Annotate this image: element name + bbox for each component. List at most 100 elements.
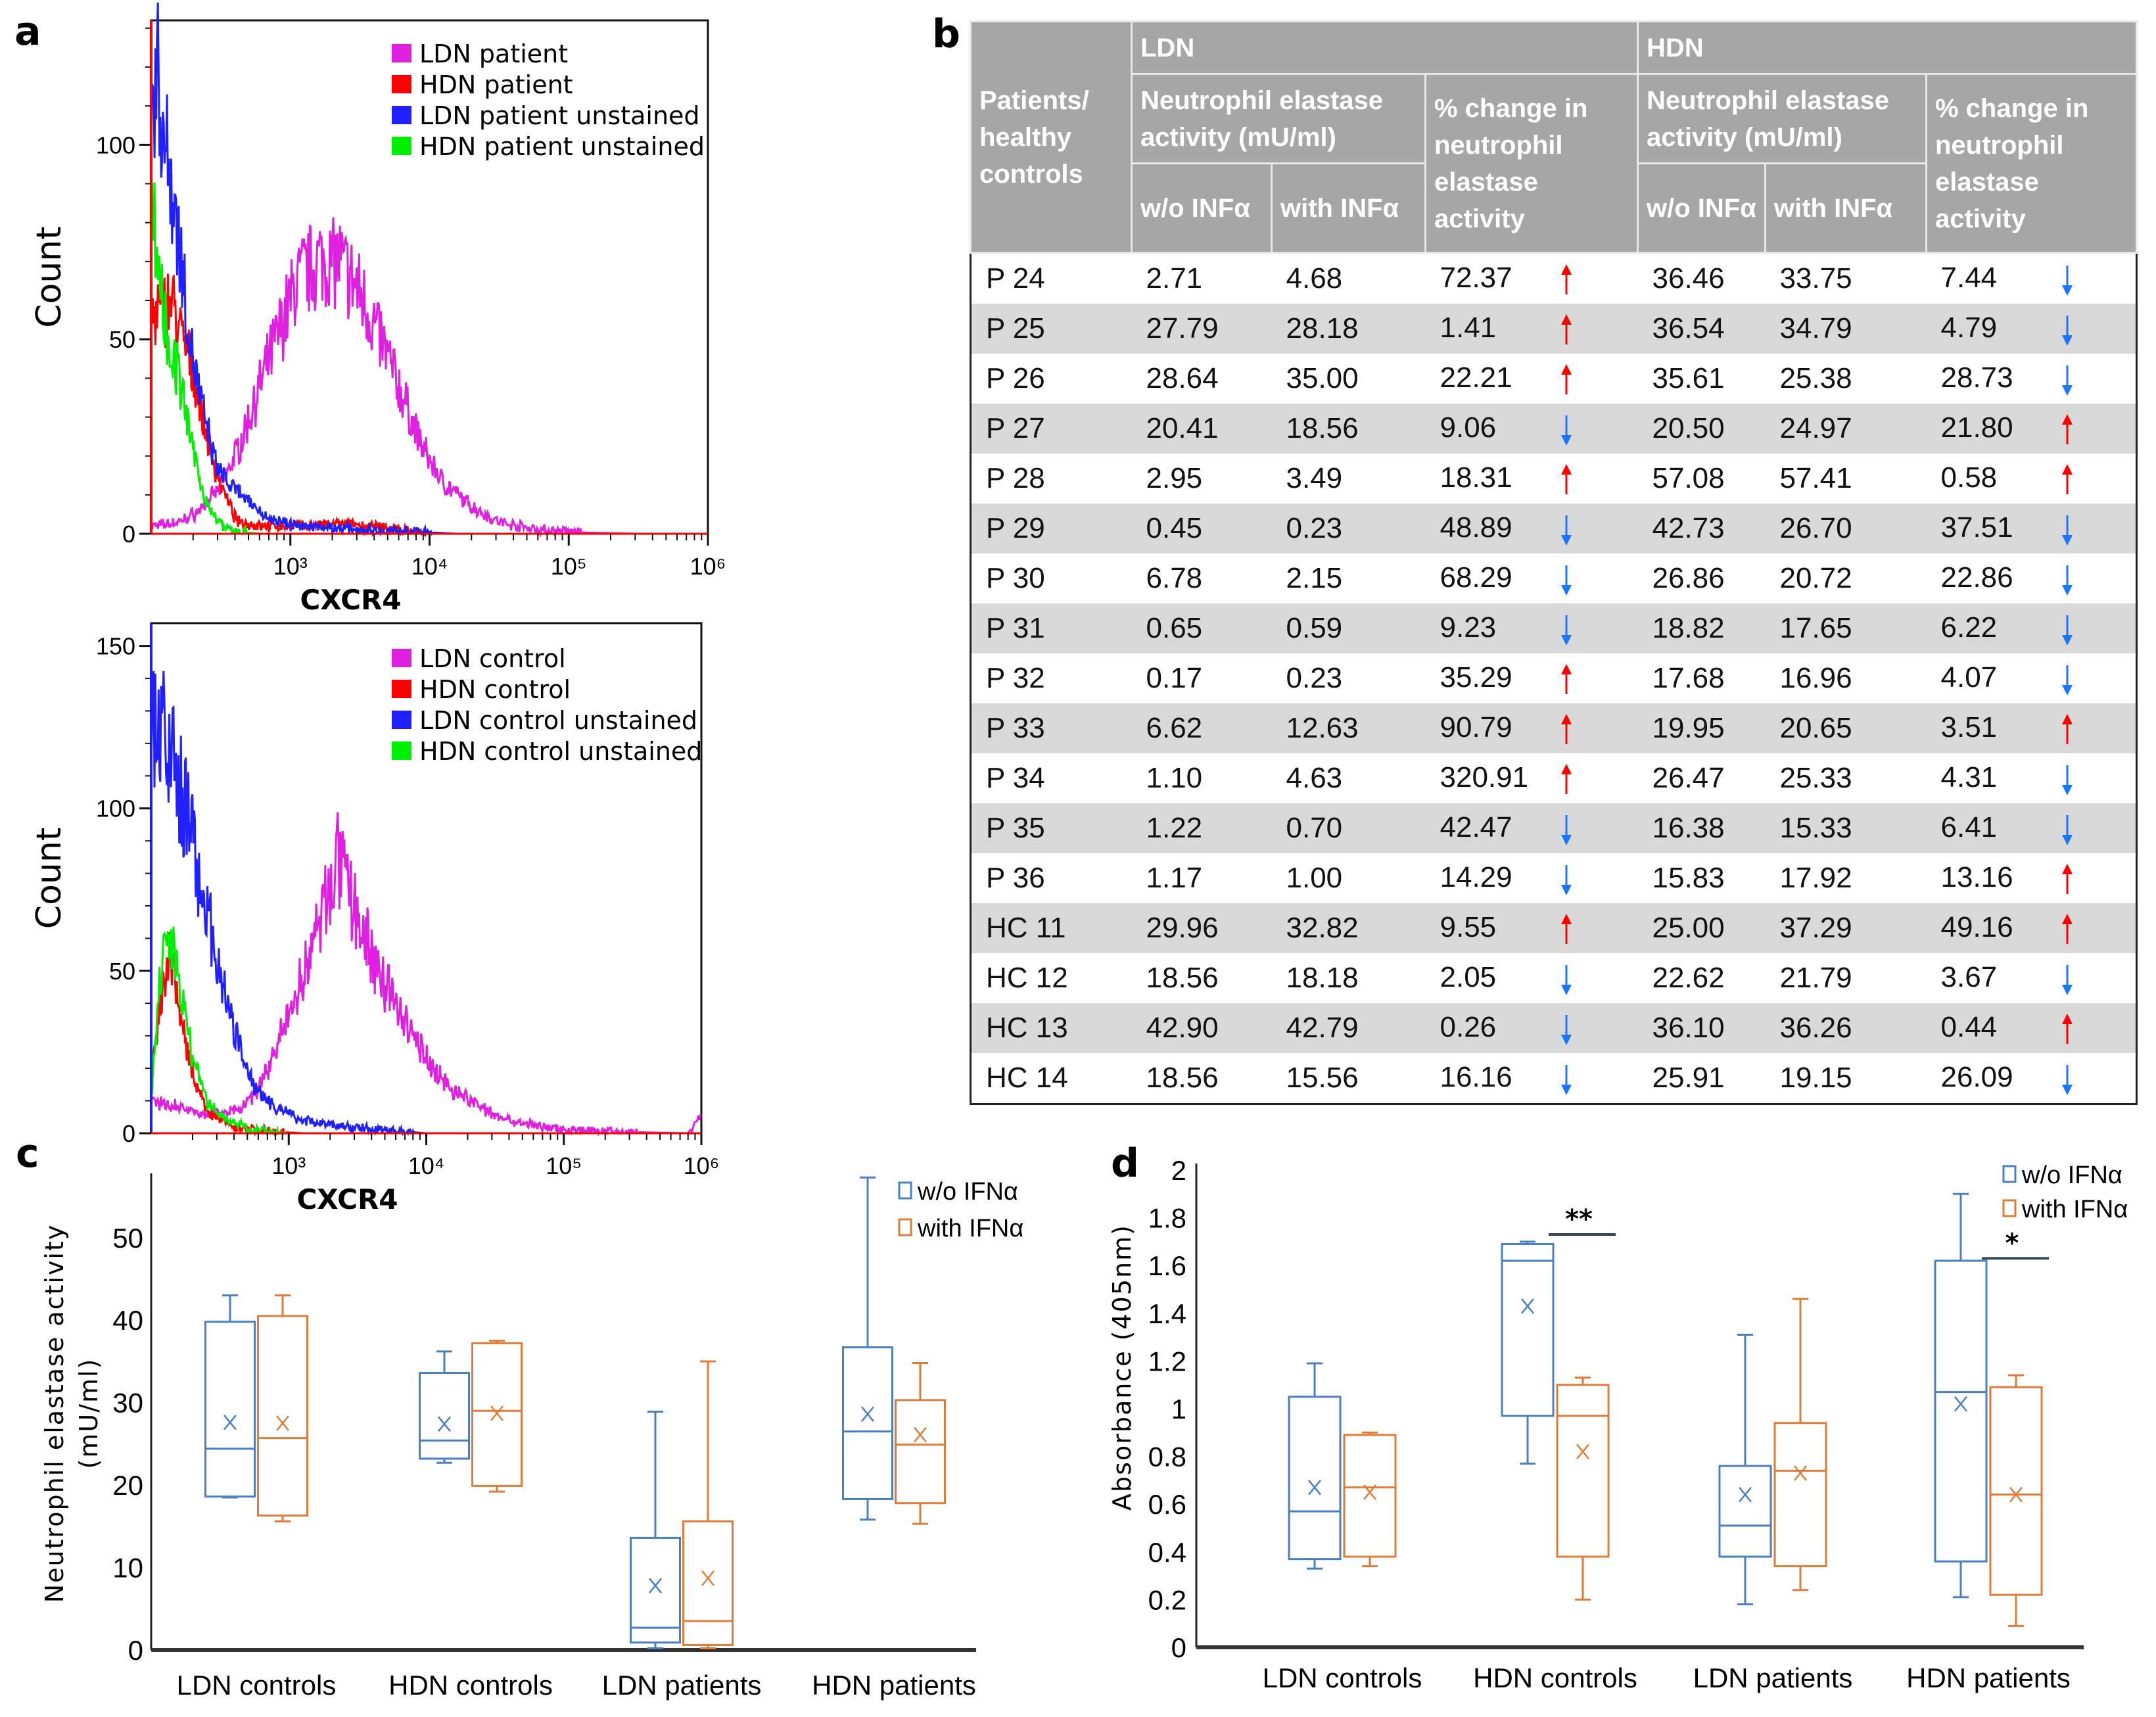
ldn-with-value: 0.23: [1286, 662, 1343, 694]
cell-hdn-with: 17.65: [1765, 603, 1927, 653]
y-tick-label: 0.8: [1148, 1442, 1186, 1472]
y-tick-label: 100: [96, 795, 135, 822]
ldn-pct-change-value: 35.29: [1440, 661, 1512, 694]
cell-hdn-with: 15.33: [1765, 803, 1927, 853]
arrow-down-icon: [2061, 565, 2073, 596]
hdn-pct-change-value: 49.16: [1940, 911, 2013, 944]
cell-ldn-pct-change: 9.23: [1425, 603, 1638, 653]
arrow-up-icon: [2061, 1013, 2073, 1044]
mean-marker: [1794, 1465, 1807, 1481]
arrow-up-icon: [1560, 663, 1572, 694]
cell-subject-id: HC 11: [970, 903, 1132, 953]
header-hdn: HDN: [1637, 20, 2138, 75]
cell-ldn-pct-change: 0.26: [1425, 1003, 1638, 1053]
ldn-without-value: 20.41: [1146, 412, 1219, 444]
arrow-up-icon: [1560, 264, 1572, 294]
elastase-table: Patients/ healthy controls LDN HDN Neutr…: [970, 20, 2138, 1105]
cell-hdn-pct-change: 49.16: [1926, 903, 2137, 953]
iqr-box: [1556, 1384, 1610, 1558]
header-patients: Patients/ healthy controls: [970, 20, 1133, 254]
cell-ldn-pct-change: 9.55: [1425, 903, 1638, 953]
ldn-pct-change-value: 320.91: [1440, 761, 1529, 794]
y-tick-label: 0: [122, 1120, 135, 1147]
ldn-with-value: 3.49: [1286, 462, 1343, 494]
legend-swatch: [898, 1181, 912, 1200]
box-with-ifn: [471, 1340, 523, 1493]
hdn-with-value: 20.65: [1779, 712, 1852, 744]
mean-marker: [1954, 1396, 1967, 1412]
cell-hdn-with: 20.72: [1766, 553, 1927, 603]
mean-marker: [701, 1570, 715, 1586]
header-ldn-activity: Neutrophil elastase activity (mU/ml): [1131, 73, 1426, 164]
cell-ldn-without: 0.45: [1131, 504, 1272, 553]
cell-subject-id: HC 14: [971, 1053, 1132, 1104]
cell-subject-id: P 26: [971, 354, 1132, 404]
legend-swatch: [392, 680, 411, 698]
box-without-ifn: [204, 1294, 256, 1499]
cell-hdn-with: 57.41: [1766, 454, 1927, 504]
hdn-pct-change-value: 37.51: [1940, 511, 2013, 544]
ldn-pct-change-value: 48.89: [1440, 511, 1512, 544]
hdn-with-value: 33.75: [1779, 262, 1852, 294]
ldn-without-value: 2.95: [1146, 462, 1203, 494]
arrow-up-icon: [1560, 364, 1572, 394]
hdn-with-value: 37.29: [1779, 912, 1852, 944]
y-tick-label: 100: [96, 131, 135, 158]
category-label: LDN controls: [1263, 1662, 1422, 1693]
y-tick-label: 50: [109, 326, 135, 353]
iqr-box: [682, 1520, 734, 1646]
legend-swatch: [898, 1218, 912, 1236]
cell-ldn-pct-change: 1.41: [1425, 304, 1638, 354]
ldn-pct-change-value: 14.29: [1440, 861, 1512, 894]
cell-subject-id: P 36: [971, 853, 1132, 903]
mean-marker: [1308, 1479, 1321, 1495]
ldn-without-value: 0.17: [1146, 662, 1203, 694]
hdn-with-value: 17.65: [1779, 612, 1852, 644]
subject-id-value: HC 13: [986, 1012, 1068, 1044]
cell-hdn-pct-change: 28.73: [1927, 354, 2137, 404]
histogram-ldn-stained-line: [150, 812, 702, 1137]
iqr-box: [1501, 1243, 1555, 1417]
boxplot-absorbance: 0 0.2 0.4 0.6 0.8 1 1.2 1.4 1.6 1.8 2 Absorbance (4…: [1108, 1155, 2128, 1693]
legend-swatch: [392, 137, 411, 155]
cell-hdn-without: 36.10: [1637, 1003, 1766, 1053]
cell-ldn-pct-change: 72.37: [1426, 253, 1638, 304]
cell-ldn-without: 28.64: [1132, 354, 1272, 404]
ldn-pct-change-value: 0.26: [1440, 1011, 1497, 1044]
hdn-without-value: 17.68: [1652, 662, 1725, 694]
hdn-pct-change-value: 3.67: [1940, 961, 1998, 994]
subject-id-value: P 30: [986, 562, 1045, 594]
cell-hdn-without: 26.47: [1638, 753, 1766, 803]
legend-label: HDN patient: [419, 70, 573, 99]
mean-marker: [1576, 1444, 1589, 1460]
cell-hdn-without: 42.73: [1637, 504, 1766, 553]
arrow-down-icon: [1560, 415, 1572, 446]
hdn-pct-change-value: 22.86: [1940, 561, 2013, 594]
hdn-with-value: 25.38: [1779, 362, 1852, 394]
arrow-down-icon: [2061, 515, 2073, 546]
legend-swatch: [392, 44, 411, 62]
histogram-hdn-unstained-line: [150, 182, 708, 537]
subject-id-value: P 33: [986, 712, 1045, 744]
box-with-ifn: [257, 1294, 308, 1522]
cell-ldn-with: 18.56: [1271, 404, 1426, 454]
arrow-down-icon: [1560, 814, 1572, 845]
ldn-with-value: 15.56: [1286, 1062, 1359, 1094]
legend-label: LDN patient unstained: [419, 101, 700, 130]
y-axis-label: Count: [30, 226, 69, 327]
hdn-without-value: 26.47: [1652, 762, 1725, 794]
y-tick-label: 1.2: [1148, 1346, 1186, 1376]
x-tick-label: 10⁵: [546, 1152, 582, 1179]
y-axis-label: (mU/ml): [74, 1358, 103, 1469]
hdn-without-value: 16.38: [1652, 812, 1725, 844]
cell-hdn-pct-change: 0.44: [1926, 1003, 2137, 1053]
ldn-without-value: 18.56: [1146, 962, 1219, 994]
cell-hdn-pct-change: 21.80: [1926, 404, 2137, 454]
arrow-down-icon: [2061, 615, 2073, 646]
subject-id-value: HC 14: [986, 1062, 1068, 1094]
box-without-ifn: [1288, 1362, 1342, 1570]
arrow-up-icon: [2061, 713, 2073, 744]
x-tick-label: 10³: [271, 1152, 306, 1179]
box-with-ifn: [1343, 1431, 1397, 1568]
cell-subject-id: HC 13: [970, 1003, 1132, 1053]
